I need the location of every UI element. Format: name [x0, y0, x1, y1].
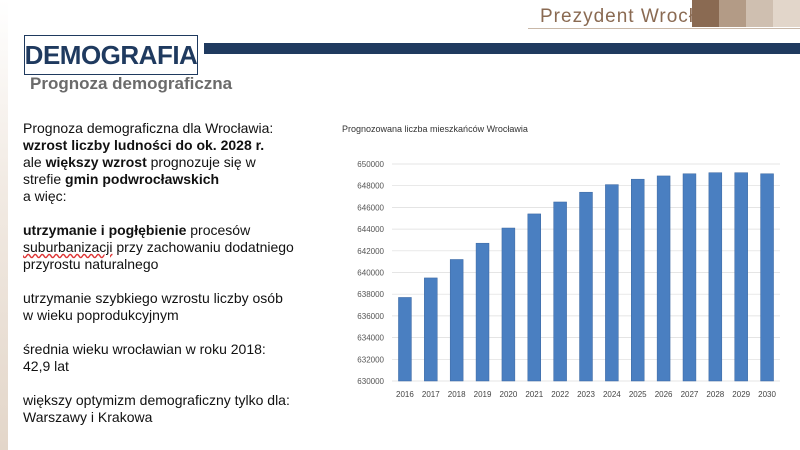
bar-2017: [424, 277, 438, 382]
text-bold: utrzymanie i pogłębienie: [23, 222, 187, 238]
spacer: [23, 375, 333, 392]
text-bold: gmin podwrocławskich: [65, 171, 220, 187]
text-span: przyrostu naturalnego: [23, 256, 159, 272]
bar-2027: [682, 173, 697, 382]
brand-swatch: [719, 0, 746, 27]
header-divider: [528, 28, 800, 29]
text-line: utrzymanie i pogłębienie procesów: [23, 222, 333, 239]
x-tick-label: 2027: [681, 390, 699, 399]
text-span: strefie: [23, 171, 66, 187]
text-span: średnia wieku wrocławian w roku 2018:: [23, 341, 266, 357]
text-line: Prognoza demograficzna dla Wrocławia:: [23, 120, 333, 137]
text-line: utrzymanie szybkiego wzrostu liczby osób: [23, 290, 333, 307]
body-text: Prognoza demograficzna dla Wrocławia: wz…: [23, 120, 333, 426]
y-tick-label: 636000: [357, 312, 384, 321]
x-tick-label: 2025: [629, 390, 647, 399]
x-tick-label: 2017: [422, 390, 440, 399]
y-tick-label: 644000: [357, 225, 384, 234]
title-bar: [204, 43, 800, 54]
text-line: a więc:: [23, 188, 333, 205]
text-span: procesów: [186, 222, 251, 238]
text-bold: większy wzrost: [45, 154, 147, 170]
x-tick-label: 2023: [577, 390, 595, 399]
y-tick-label: 642000: [357, 247, 384, 256]
x-tick-label: 2020: [500, 390, 518, 399]
text-span: większy optymizm demograficzny tylko dla…: [23, 392, 290, 408]
bar-2030: [760, 173, 774, 382]
text-line: strefie gmin podwrocławskich: [23, 171, 333, 188]
text-line: większy optymizm demograficzny tylko dla…: [23, 392, 333, 409]
y-tick-label: 638000: [357, 290, 384, 299]
text-span: Prognoza demograficzna dla Wrocławia:: [23, 120, 274, 136]
population-bar-chart: 630000 632000 634000 636000 638000 640000 6420…: [357, 160, 780, 399]
spacer: [23, 205, 333, 222]
x-tick-label: 2019: [474, 390, 492, 399]
bar-2024: [605, 184, 619, 382]
bar-2022: [553, 201, 567, 382]
x-tick-label: 2030: [758, 390, 776, 399]
text-line: przyrostu naturalnego: [23, 256, 333, 273]
text-line: średnia wieku wrocławian w roku 2018:: [23, 341, 333, 358]
text-span: prognozuje się w: [146, 154, 256, 170]
x-tick-label: 2016: [396, 390, 414, 399]
text-line: wzrost liczby ludności do ok. 2028 r.: [23, 137, 333, 154]
bar-2029: [734, 172, 748, 382]
bar-2020: [501, 227, 516, 382]
text-bold: wzrost liczby ludności do ok. 2028 r.: [23, 137, 265, 153]
brand-title: Prezydent Wrocławia: [540, 6, 738, 27]
brand-swatch: [773, 0, 800, 27]
y-tick-label: 648000: [357, 182, 384, 191]
x-tick-label: 2029: [732, 390, 750, 399]
left-decorative-strip: [0, 0, 8, 450]
y-tick-label: 632000: [357, 355, 384, 364]
bar-2021: [527, 213, 541, 382]
brand-swatch: [692, 0, 719, 27]
text-line: ale większy wzrost prognozuje się w: [23, 154, 333, 171]
x-tick-label: 2021: [525, 390, 543, 399]
section-title: DEMOGRAFIA: [24, 39, 198, 70]
y-tick-label: 630000: [357, 377, 384, 386]
text-span: a więc:: [23, 188, 67, 204]
text-line: 42,9 lat: [23, 358, 333, 375]
section-title-box: DEMOGRAFIA: [24, 35, 198, 75]
bar-2023: [579, 191, 593, 382]
bar-2019: [475, 242, 490, 382]
bar-2016: [398, 297, 412, 382]
text-span: utrzymanie szybkiego wzrostu liczby osób: [23, 290, 283, 306]
y-tick-label: 640000: [357, 269, 384, 278]
x-tick-label: 2028: [706, 390, 724, 399]
x-tick-label: 2022: [551, 390, 569, 399]
text-span: suburbanizacji: [23, 239, 113, 255]
page-subtitle: Prognoza demograficzna: [30, 74, 233, 93]
y-tick-label: 650000: [357, 160, 384, 169]
text-span: przy zachowaniu dodatniego: [112, 239, 294, 255]
bar-2028: [708, 172, 723, 382]
bar-2026: [656, 175, 671, 382]
brand-swatches: [692, 0, 800, 27]
bar-2018: [449, 259, 464, 382]
x-tick-label: 2026: [655, 390, 673, 399]
brand-swatch: [746, 0, 773, 27]
text-line: w wieku poprodukcyjnym: [23, 307, 333, 324]
text-span: ale: [23, 154, 46, 170]
y-tick-label: 646000: [357, 203, 384, 212]
text-line: suburbanizacji przy zachowaniu dodatnieg…: [23, 239, 333, 256]
spacer: [23, 324, 333, 341]
chart-title: Prognozowana liczba mieszkańców Wrocławi…: [342, 124, 528, 134]
text-span: Warszawy i Krakowa: [23, 409, 153, 425]
text-span: 42,9 lat: [23, 358, 69, 374]
bar-2025: [631, 178, 645, 382]
y-tick-label: 634000: [357, 334, 384, 343]
text-line: Warszawy i Krakowa: [23, 409, 333, 426]
spacer: [23, 273, 333, 290]
text-span: w wieku poprodukcyjnym: [23, 307, 179, 323]
x-tick-label: 2018: [448, 390, 466, 399]
x-tick-label: 2024: [603, 390, 621, 399]
